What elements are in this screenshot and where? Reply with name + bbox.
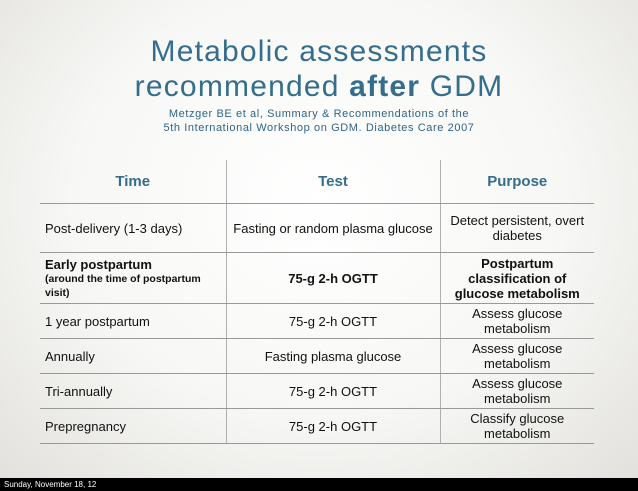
cell-purpose: Classify glucose metabolism xyxy=(439,408,594,444)
table-row: Prepregnancy 75-g 2-h OGTT Classify gluc… xyxy=(40,408,594,444)
cell-time: Tri-annually xyxy=(40,373,226,409)
cell-purpose: Detect persistent, overt diabetes xyxy=(439,203,594,253)
header-time: Time xyxy=(40,160,226,204)
table-row: Early postpartum (around the time of pos… xyxy=(40,252,594,304)
citation-line2: 5th International Workshop on GDM. Diabe… xyxy=(163,122,475,134)
slide-title-line2: recommended after GDM xyxy=(0,70,638,104)
table-row: Post-delivery (1-3 days) Fasting or rand… xyxy=(40,203,594,253)
table-row: 1 year postpartum 75-g 2-h OGTT Assess g… xyxy=(40,303,594,339)
cell-time-note: (around the time of postpartum visit) xyxy=(45,272,201,299)
cell-purpose: Assess glucose metabolism xyxy=(439,373,594,409)
title-post: GDM xyxy=(420,70,504,103)
cell-purpose: Assess glucose metabolism xyxy=(439,303,594,339)
slide: Metabolic assessments recommended after … xyxy=(0,0,638,478)
citation-line1: Metzger BE et al, Summary & Recommendati… xyxy=(168,108,470,120)
cell-test: 75-g 2-h OGTT xyxy=(225,373,440,409)
cell-test: Fasting plasma glucose xyxy=(225,338,440,374)
cell-time: Annually xyxy=(40,338,226,374)
cell-purpose: Postpartum classification of glucose met… xyxy=(439,252,594,304)
cell-time-main: Early postpartum xyxy=(45,256,152,272)
cell-purpose: Assess glucose metabolism xyxy=(439,338,594,374)
cell-test: 75-g 2-h OGTT xyxy=(225,408,440,444)
table-header-row: Time Test Purpose xyxy=(40,160,594,204)
table-row: Tri-annually 75-g 2-h OGTT Assess glucos… xyxy=(40,373,594,409)
cell-test: 75-g 2-h OGTT xyxy=(225,252,440,304)
cell-test: Fasting or random plasma glucose xyxy=(225,203,440,253)
cell-time: 1 year postpartum xyxy=(40,303,226,339)
cell-time: Post-delivery (1-3 days) xyxy=(40,203,226,253)
title-emphasis: after xyxy=(349,70,421,103)
cell-time: Prepregnancy xyxy=(40,408,226,444)
header-purpose: Purpose xyxy=(439,160,594,204)
cell-time: Early postpartum (around the time of pos… xyxy=(40,252,226,304)
table-row: Annually Fasting plasma glucose Assess g… xyxy=(40,338,594,374)
footer-date: Sunday, November 18, 12 xyxy=(4,480,97,489)
header-test: Test xyxy=(225,160,440,204)
assessment-table: Time Test Purpose Post-delivery (1-3 day… xyxy=(40,160,594,444)
slide-title-line1: Metabolic assessments xyxy=(150,35,488,68)
cell-test: 75-g 2-h OGTT xyxy=(225,303,440,339)
title-pre: recommended xyxy=(134,70,350,103)
